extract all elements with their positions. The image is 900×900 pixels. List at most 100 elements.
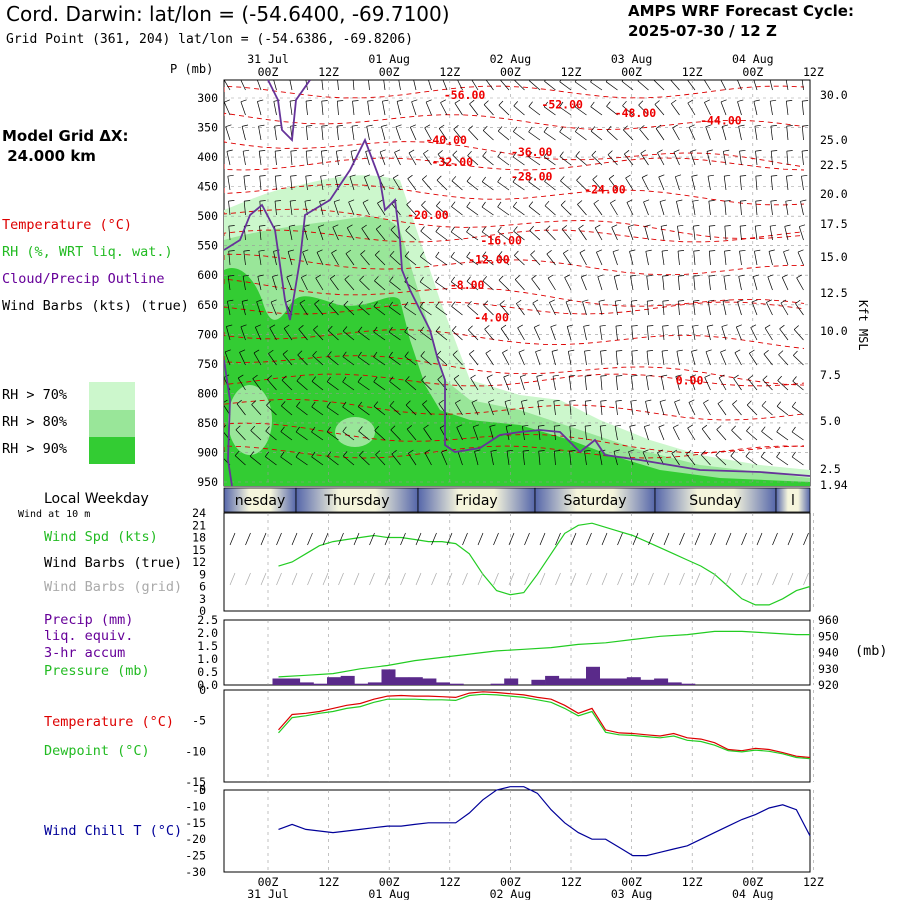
wind-barb [302,251,308,266]
wind-barb-flag [615,299,622,302]
wind-barb-flag [583,324,590,327]
temperature-contour-label: -48.00 [615,106,657,120]
wind-barb-flag [516,299,522,304]
wind-barb-flag [265,451,270,457]
wind-barb [274,176,277,191]
wind-barb [512,206,525,216]
precip-bar [640,679,655,685]
wind-barb-flag [404,326,409,333]
wind-barb-flag [591,150,597,156]
precip-bar [313,683,328,685]
wind-barb-flag [326,426,331,433]
wind-barb-flag [754,249,761,252]
wind-barb-flag [764,324,771,329]
wind-barb [784,226,789,241]
wind-barb [536,376,541,391]
wind-barb-grid [601,572,608,586]
windchill-line [278,786,811,857]
wind-barb [228,251,231,266]
wind-barb [365,151,370,166]
wind-barb-flag [498,100,504,106]
wind-barb [590,81,603,91]
wind-barb [497,231,510,241]
wind-barb [235,429,246,441]
pressure-tick-label: 300 [197,91,218,105]
pressure-tick-label: 500 [197,209,218,223]
temperature-contour-label: -24.00 [584,183,626,197]
wind-barb-true [493,532,499,546]
kft-tick-label: 5.0 [820,414,841,428]
wind-barb [653,80,665,91]
wind-barb-flag [382,99,389,102]
wind-barb-flag [226,324,233,327]
wind-barb-flag [331,249,337,254]
wind-barb [259,226,262,241]
wind-barb-flag [514,275,520,280]
wind-barb-flag [677,250,685,252]
wind-barb [254,327,262,341]
wind-barb-flag [420,251,425,257]
wind-barb-flag [693,300,700,302]
wind-barb-flag [227,174,234,177]
wind-barb [739,251,742,266]
wind-barb [297,354,308,366]
wind-barb [305,80,308,91]
wind-barb [701,428,711,441]
wind-barb-flag [404,251,410,257]
wind-barb-flag [703,399,709,404]
wind-barb [686,453,696,466]
wind-barb-flag [574,80,577,83]
wind-barb [687,102,696,116]
wind-barb [440,102,448,116]
wind-barb-flag [288,249,294,252]
wind-barb-flag [502,349,508,354]
wind-speed-line [278,522,811,606]
precip-bar [545,675,560,685]
wind-barb [388,331,401,341]
wind-barb-flag [676,349,683,352]
wind-barb-flag [504,399,511,402]
wind-barb [707,176,711,191]
wind-barb [286,276,293,291]
date-tick-label-top: 01 Aug [368,52,410,66]
wind-barb-flag [438,399,444,404]
wind-barb [761,431,773,441]
wind-barb-true [322,532,329,546]
wind-barb [273,80,277,91]
wind-barb [584,376,587,391]
wind-barb [406,428,417,441]
wind-barb [483,104,494,116]
wind-barb-flag [362,199,369,203]
time-tick-label-top: 00Z [742,65,763,79]
precip-tick: 2.5 [197,613,218,627]
wind-barb [613,451,618,466]
wind-barb-flag [675,174,682,178]
wind-barb [519,376,525,391]
wind-barb-flag [659,399,666,402]
wind-barb-flag [643,199,650,203]
local-weekday-label: Local Weekday [44,491,149,507]
wind-barb-flag [778,350,784,355]
wind-barb-flag [366,124,373,127]
wind-barb-flag [762,375,768,381]
precip-bar [367,682,382,685]
wind-barb [767,276,773,291]
wind-barb [559,81,572,91]
wind-barb-flag [553,400,560,402]
wind-barb-flag [435,251,440,258]
wind-barb [750,327,758,341]
wind-barb [607,154,618,166]
pressure-tick: 950 [818,629,839,643]
wind-barb-flag [473,424,480,428]
wind-barb [506,451,510,466]
wind-barb [450,256,463,266]
wind-barb-flag [468,325,473,331]
wind-barb-flag [296,376,302,382]
wind-barb [528,131,541,141]
wind-barb-flag [671,99,677,104]
wind-barb [569,401,572,416]
wind-barb [691,351,696,366]
wind-barb [598,301,603,316]
wind-barb [420,256,432,266]
wind-barb-true [229,532,236,546]
